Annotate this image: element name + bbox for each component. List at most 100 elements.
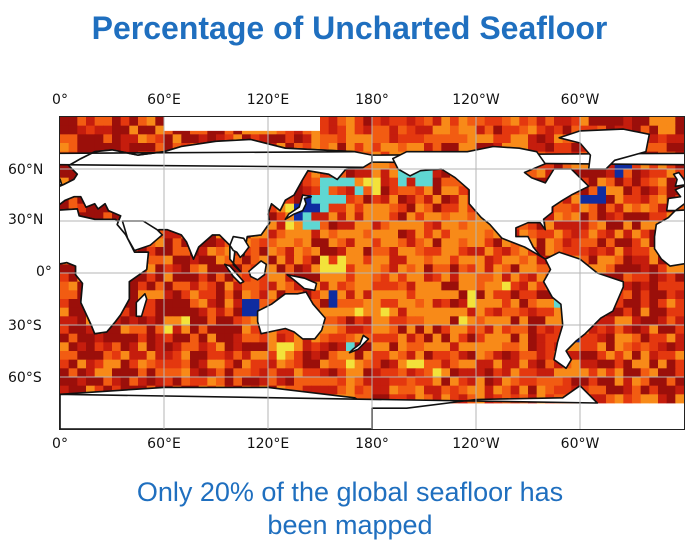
seafloor-cell xyxy=(528,238,538,248)
seafloor-cell xyxy=(632,342,642,352)
seafloor-cell xyxy=(649,143,659,153)
seafloor-cell xyxy=(649,221,659,231)
seafloor-cell xyxy=(441,143,451,153)
seafloor-cell xyxy=(545,134,555,144)
seafloor-cell xyxy=(554,299,564,309)
seafloor-cell xyxy=(120,377,130,387)
seafloor-cell xyxy=(614,368,624,378)
seafloor-cell xyxy=(675,377,684,387)
seafloor-cell xyxy=(294,134,304,144)
seafloor-cell xyxy=(346,307,356,317)
seafloor-cell xyxy=(224,325,234,335)
seafloor-cell xyxy=(363,186,373,196)
seafloor-cell xyxy=(380,125,390,135)
seafloor-cell xyxy=(484,264,494,274)
seafloor-cell xyxy=(302,134,312,144)
seafloor-cell xyxy=(571,143,581,153)
seafloor-cell xyxy=(632,273,642,283)
seafloor-cell xyxy=(476,333,486,343)
seafloor-cell xyxy=(510,385,520,395)
seafloor-cell xyxy=(458,247,468,257)
seafloor-cell xyxy=(68,290,78,300)
seafloor-cell xyxy=(372,281,382,291)
seafloor-cell xyxy=(398,221,408,231)
seafloor-cell xyxy=(467,299,477,309)
seafloor-cell xyxy=(476,307,486,317)
seafloor-cell xyxy=(346,290,356,300)
seafloor-cell xyxy=(68,316,78,326)
seafloor-cell xyxy=(328,117,338,127)
seafloor-cell xyxy=(415,351,425,361)
seafloor-cell xyxy=(588,229,598,239)
seafloor-cell xyxy=(519,134,529,144)
seafloor-cell xyxy=(354,333,364,343)
seafloor-cell xyxy=(675,134,684,144)
seafloor-cell xyxy=(164,342,174,352)
seafloor-cell xyxy=(94,359,104,369)
seafloor-cell xyxy=(510,264,520,274)
seafloor-cell xyxy=(155,377,165,387)
seafloor-cell xyxy=(103,385,113,395)
seafloor-cell xyxy=(484,377,494,387)
seafloor-cell xyxy=(380,186,390,196)
seafloor-cell xyxy=(302,221,312,231)
seafloor-cell xyxy=(424,368,434,378)
seafloor-cell xyxy=(311,195,321,205)
seafloor-cell xyxy=(476,125,486,135)
seafloor-cell xyxy=(372,195,382,205)
seafloor-cell xyxy=(406,195,416,205)
seafloor-cell xyxy=(623,255,633,265)
seafloor-cell xyxy=(415,125,425,135)
seafloor-cell xyxy=(441,134,451,144)
seafloor-cell xyxy=(649,195,659,205)
seafloor-cell xyxy=(354,307,364,317)
seafloor-cell xyxy=(268,247,278,257)
tick-top-60e: 60°E xyxy=(147,92,181,108)
seafloor-cell xyxy=(640,281,650,291)
seafloor-cell xyxy=(510,125,520,135)
seafloor-cell xyxy=(545,125,555,135)
seafloor-cell xyxy=(493,342,503,352)
seafloor-cell xyxy=(389,195,399,205)
seafloor-cell xyxy=(580,221,590,231)
seafloor-cell xyxy=(363,385,373,395)
caption-line-1: Only 20% of the global seafloor has xyxy=(136,477,564,507)
seafloor-cell xyxy=(372,255,382,265)
seafloor-cell xyxy=(112,351,122,361)
seafloor-cell xyxy=(363,264,373,274)
seafloor-cell xyxy=(554,134,564,144)
seafloor-cell xyxy=(640,177,650,187)
seafloor-cell xyxy=(103,117,113,127)
seafloor-cell xyxy=(372,325,382,335)
seafloor-cell xyxy=(242,247,252,257)
seafloor-cell xyxy=(614,255,624,265)
seafloor-cell xyxy=(484,385,494,395)
seafloor-cell xyxy=(328,195,338,205)
seafloor-cell xyxy=(398,290,408,300)
seafloor-cell xyxy=(623,325,633,335)
seafloor-cell xyxy=(406,385,416,395)
seafloor-cell xyxy=(259,238,269,248)
seafloor-cell xyxy=(493,385,503,395)
seafloor-cell xyxy=(450,333,460,343)
seafloor-cell xyxy=(467,368,477,378)
seafloor-cell xyxy=(528,264,538,274)
seafloor-cell xyxy=(112,377,122,387)
seafloor-cell xyxy=(155,359,165,369)
seafloor-cell xyxy=(207,299,217,309)
seafloor-cell xyxy=(155,281,165,291)
seafloor-cell xyxy=(233,342,243,352)
seafloor-cell xyxy=(68,281,78,291)
seafloor-cell xyxy=(649,299,659,309)
seafloor-cell xyxy=(398,281,408,291)
seafloor-cell xyxy=(597,351,607,361)
seafloor-cell xyxy=(216,255,226,265)
seafloor-cell xyxy=(580,247,590,257)
seafloor-cell xyxy=(311,221,321,231)
seafloor-cell xyxy=(346,247,356,257)
seafloor-cell xyxy=(441,351,451,361)
seafloor-cell xyxy=(285,229,295,239)
seafloor-cell xyxy=(406,177,416,187)
seafloor-cell xyxy=(458,299,468,309)
seafloor-cell xyxy=(320,359,330,369)
